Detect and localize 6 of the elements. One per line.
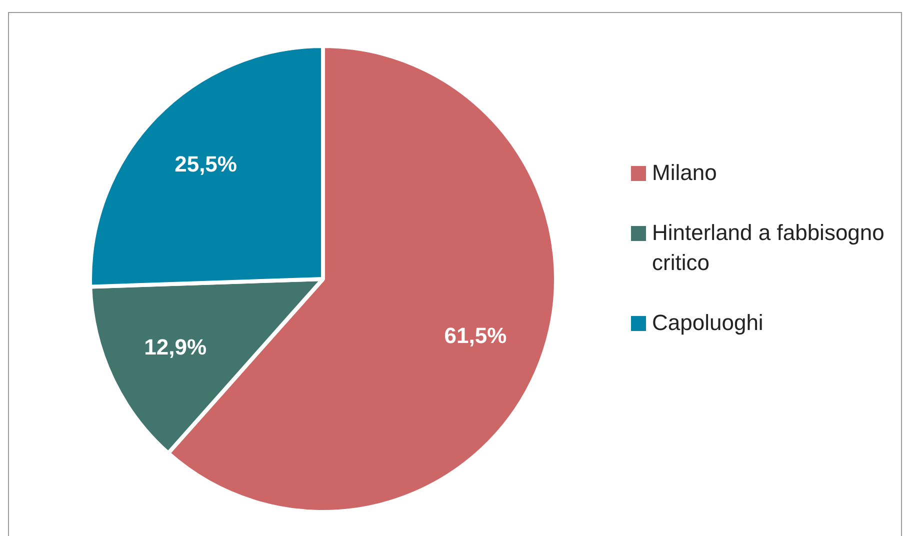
legend-label: Hinterland a fabbisogno critico — [652, 219, 886, 277]
legend-label: Milano — [652, 159, 717, 187]
data-label: 25,5% — [174, 152, 237, 177]
data-label: 61,5% — [444, 323, 507, 348]
legend-label: Capoluoghi — [652, 309, 764, 337]
data-label: 12,9% — [144, 334, 207, 360]
